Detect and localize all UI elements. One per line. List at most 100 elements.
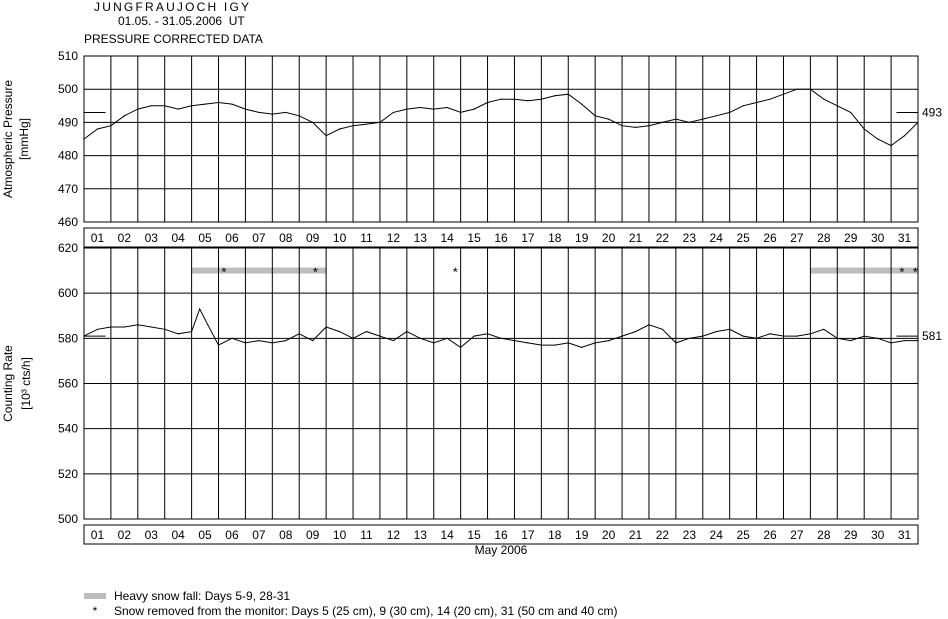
panel1-data-point [365,123,368,125]
panel2-data-point [217,344,220,346]
panel2-data-point [406,330,408,333]
panel2-xtick-label: 09 [306,528,320,542]
panel1-data-point [338,128,341,130]
panel1-data-point [648,125,650,127]
panel2-data-point [796,335,798,337]
panel2-ytick-label: 560 [58,377,78,391]
panel1-ylabel: Atmospheric Pressure [1,80,15,198]
panel2-data-point [244,342,247,344]
panel1-data-point [83,138,85,140]
panel1-data-point [850,111,852,114]
panel1-yunit: [mmHg] [17,118,31,160]
panel2-ytick-label: 580 [58,331,78,345]
panel1-ytick-label: 490 [58,115,78,129]
panel1-xtick-label: 10 [333,231,347,245]
panel2-data-point [621,335,623,337]
panel1-data-point [298,115,300,117]
panel1-xtick-label: 25 [736,231,750,245]
panel2-xtick-label: 04 [171,528,185,542]
panel2-data-point [312,339,314,342]
panel2-xtick-label: 08 [279,528,293,542]
panel2-data-point [231,337,233,339]
panel1-data-point [500,98,502,100]
panel2-data-point [419,337,421,339]
panel1-data-point [110,125,112,127]
panel2-xtick-label: 27 [790,528,804,542]
panel2-xtick-label: 01 [91,528,105,542]
panel1-xtick-label: 30 [871,231,885,245]
panel2-xtick-label: 29 [844,528,858,542]
panel1-data-point [325,135,327,137]
panel1-data-point [392,111,394,114]
panel1-xtick-label: 21 [629,231,643,245]
panel1-data-point [177,108,179,110]
panel1-ytick-label: 470 [58,182,78,196]
panel2-xtick-label: 17 [521,528,535,542]
panel2-data-point [554,344,556,346]
panel1-data-point [352,125,354,127]
panel1-xtick-label: 09 [306,231,320,245]
panel2-data-point [433,342,435,344]
panel1-data-point [96,128,99,130]
panel1-xtick-label: 27 [790,231,804,245]
panel1-xtick-label: 23 [683,231,697,245]
panel1-data-point [782,93,785,95]
chart-data-note: PRESSURE CORRECTED DATA [84,32,263,46]
panel1-data-point [903,135,906,137]
panel1-data-point [715,115,717,117]
panel2-data-point [177,333,179,335]
panel2-data-point [473,335,475,337]
panel1-data-point [527,100,529,102]
panel2-data-point [688,337,690,339]
panel2-data-point [513,339,516,342]
panel1-ytick-label: 500 [58,82,78,96]
panel2-snow-removed-marker: * [221,265,226,280]
panel1-data-point [446,106,448,109]
panel2-data-point [715,330,717,333]
panel2-snow-removed-marker: * [913,265,918,280]
panel2-data-point [782,335,785,337]
panel1-data-point [863,128,865,130]
panel2-data-point [594,342,596,344]
panel1-data-point [433,108,435,110]
panel1-data-point [836,105,838,107]
chart-period-subtitle: 01.05. - 31.05.2006 UT [118,14,245,28]
panel2-snow-removed-marker: * [899,265,904,280]
panel2-data-point [581,346,583,348]
panel2-data-point [352,337,354,339]
panel1-data-point [258,111,260,114]
panel2-data-point [96,328,99,330]
panel2-data-point [903,339,906,342]
panel1-data-point [204,103,206,105]
panel1-data-point [661,121,664,123]
panel1-data-point [285,111,287,114]
panel1-data-point [191,105,193,107]
panel2-data-point [863,335,865,337]
panel1-xtick-label: 13 [414,231,428,245]
panel1-frame [83,55,919,223]
panel1-xtick-label: 06 [225,231,239,245]
panel2-snow-removed-marker: * [313,265,318,280]
panel2-data-point [890,342,892,344]
panel1-xtick-label: 04 [171,231,185,245]
panel1-data-point [608,118,610,120]
panel2-data-point [365,330,368,333]
panel1-data-point [796,88,798,90]
panel1-data-point [702,118,704,120]
panel2-xtick-label: 30 [871,528,885,542]
panel2-data-point [486,333,489,335]
panel2-ytick-label: 520 [58,467,78,481]
panel1-xtick-label: 02 [118,231,132,245]
panel2-frame [83,247,919,520]
panel2-ytick-label: 600 [58,286,78,300]
panel1-data-point [755,101,758,104]
panel2-data-point [137,324,139,326]
panel2-data-point [460,346,462,348]
panel2-xtick-label: 14 [441,528,455,542]
panel1-xtick-label: 07 [252,231,266,245]
panel2-data-point [191,330,193,333]
panel2-xlabel: May 2006 [475,543,528,557]
panel1-data-point [123,115,125,117]
panel2-yunit: [10³ cts/h] [19,357,33,410]
panel1-data-point [231,103,233,105]
